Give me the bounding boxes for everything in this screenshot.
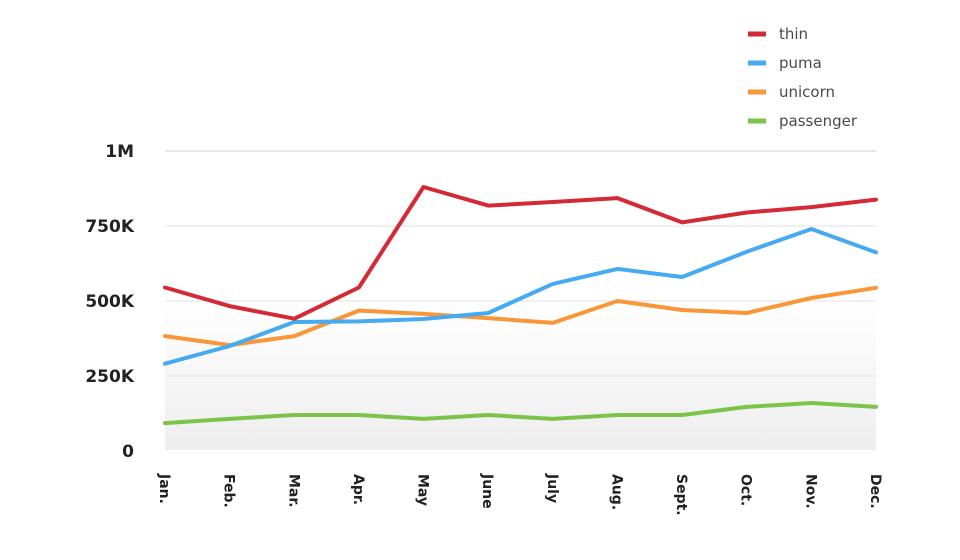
y-axis-ticks: 0 250K 500K 750K 1M — [85, 142, 134, 462]
legend: thin puma unicorn passenger — [748, 25, 858, 130]
legend-label: thin — [779, 25, 808, 43]
y-tick-label: 250K — [85, 367, 134, 387]
y-tick-label: 500K — [85, 292, 134, 312]
y-tick-label: 750K — [85, 217, 134, 237]
x-tick-label: June — [479, 473, 495, 509]
x-tick-label: Sept. — [673, 474, 689, 516]
x-tick-label: Apr. — [350, 474, 366, 505]
series-line-passenger — [163, 401, 878, 426]
x-tick-label: Jan. — [156, 473, 172, 504]
x-tick-label: May — [415, 474, 431, 506]
grid-lines — [165, 150, 876, 377]
x-tick-label: Dec. — [867, 474, 883, 509]
y-tick-label: 0 — [122, 442, 134, 462]
legend-label: passenger — [779, 112, 858, 130]
x-tick-label: Feb. — [221, 474, 237, 508]
legend-label: puma — [779, 54, 822, 72]
y-tick-label: 1M — [105, 142, 134, 162]
series-line-thin — [163, 185, 878, 321]
x-tick-label: Nov. — [802, 474, 818, 509]
x-tick-label: Aug. — [608, 474, 624, 510]
series-line-puma — [163, 227, 878, 366]
x-tick-label: July — [544, 473, 560, 503]
x-tick-label: Oct. — [738, 474, 754, 506]
series-line-unicorn — [163, 285, 878, 348]
series-lines — [163, 185, 878, 426]
x-axis-ticks: Jan. Feb. Mar. Apr. May June July Aug. Sept. Oct.… — [156, 473, 883, 516]
legend-label: unicorn — [779, 83, 835, 101]
x-tick-label: Mar. — [285, 474, 301, 508]
